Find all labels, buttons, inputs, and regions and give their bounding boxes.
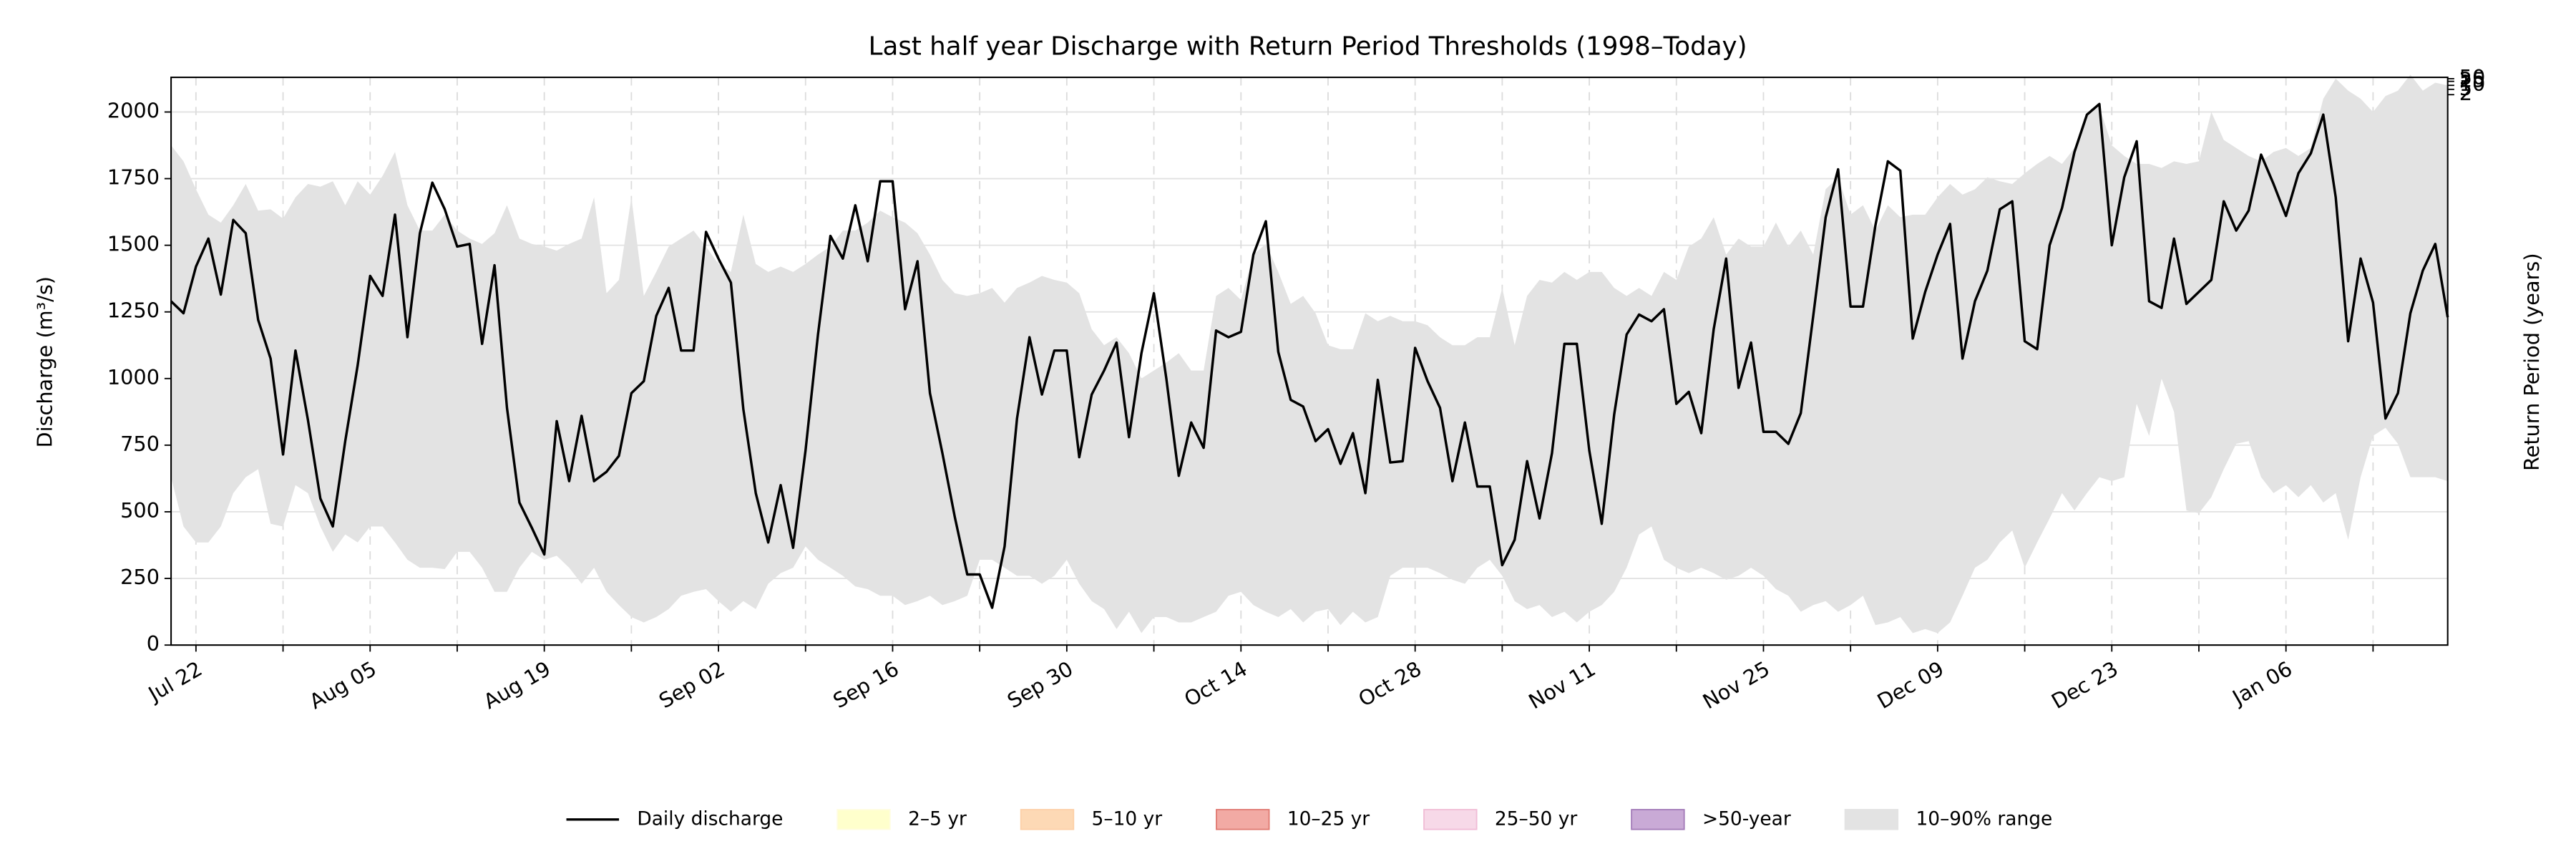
y-tick-label: 1750 [107,165,160,190]
y2-tick-label: 25 [2459,68,2486,92]
y2-axis-label: Return Period (years) [2519,253,2544,471]
legend-label: 25–50 yr [1495,807,1577,830]
legend-label: >50-year [1702,807,1791,830]
discharge-line [170,102,2449,609]
legend-swatch [1216,809,1270,830]
y-tick-label: 2000 [107,98,160,122]
legend-swatch [1020,809,1075,830]
legend-swatch [1631,809,1685,830]
y2-tick-label: 2 [2459,81,2472,105]
legend-label: Daily discharge [637,807,783,830]
y-tick-label: 1500 [107,232,160,256]
y-tick-label: 0 [147,631,160,656]
y-axis-label: Discharge (m³/s) [32,276,57,448]
y-tick-label: 500 [120,498,160,523]
legend-swatch [1844,809,1899,830]
range-band [171,74,2448,634]
plot-frame [170,77,2449,646]
legend-label: 10–90% range [1916,807,2052,830]
chart-title: Last half year Discharge with Return Per… [869,32,1747,62]
y2-tick-label: 50 [2459,65,2486,89]
legend-label: 10–25 yr [1287,807,1370,830]
legend-label: 5–10 yr [1092,807,1163,830]
legend: Daily discharge 2–5 yr 5–10 yr 10–25 yr 25–5… [566,807,2052,830]
y2-tick-label: 10 [2459,72,2486,96]
y-tick-label: 1250 [107,299,160,323]
legend-swatch [1423,809,1478,830]
y-tick-label: 250 [120,565,160,589]
y-tick-label: 1000 [107,365,160,389]
y-tick-label: 750 [120,432,160,456]
legend-swatch [836,809,891,830]
y2-tick-label: 5 [2459,76,2472,100]
legend-label: 2–5 yr [908,807,967,830]
